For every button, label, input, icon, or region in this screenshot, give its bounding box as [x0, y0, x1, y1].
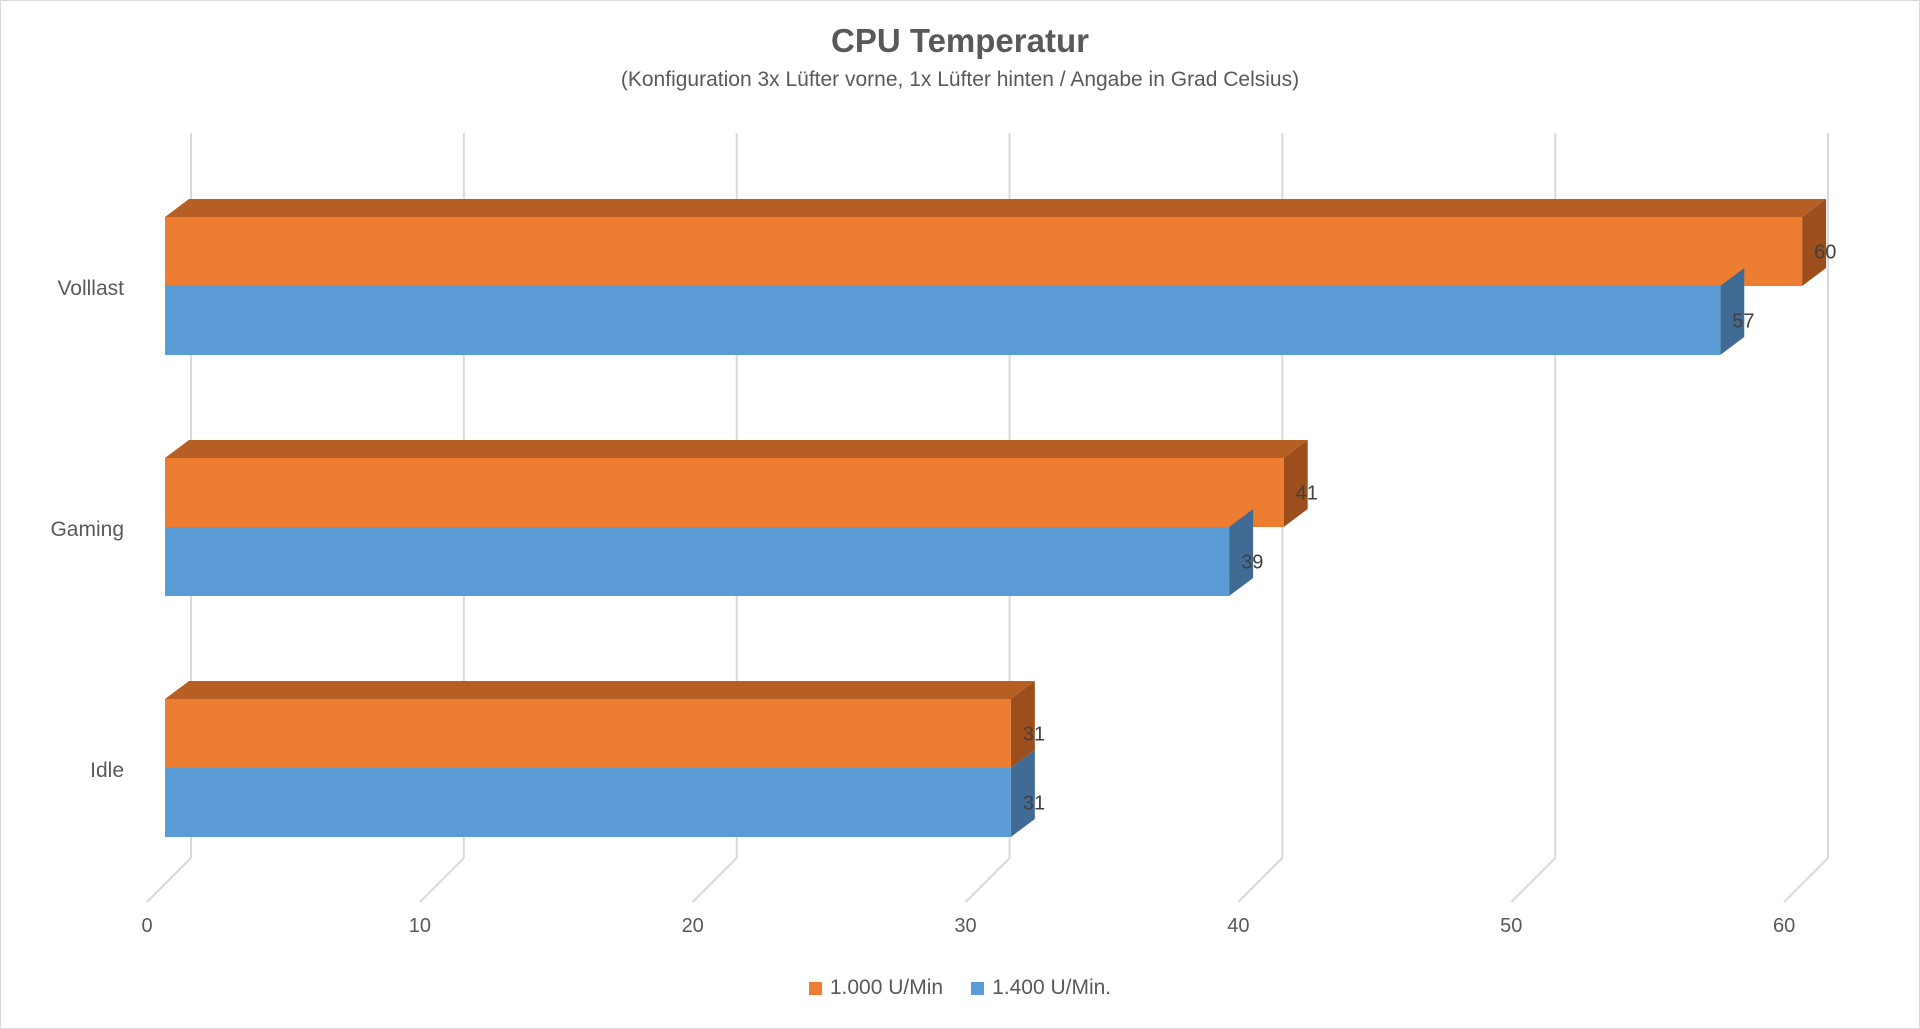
data-label-volllast-series-2: 57	[1732, 311, 1754, 333]
x-tick-label-60: 60	[1773, 915, 1795, 937]
chart-subtitle: (Konfiguration 3x Lüfter vorne, 1x Lüfte…	[620, 68, 1300, 91]
bar-gaming-series-1	[165, 458, 1284, 527]
x-tick-label-10: 10	[409, 915, 431, 937]
x-tick-label-20: 20	[682, 915, 704, 937]
bar-idle-series-2	[165, 768, 1011, 837]
floor-gridline-30	[964, 857, 1011, 903]
category-label-volllast: Volllast	[57, 277, 124, 300]
bar-side-idle-series-1	[1010, 681, 1035, 768]
legend-swatch-series-2	[971, 981, 985, 995]
bar-side-idle-series-2	[1010, 750, 1035, 837]
bar-idle-series-1	[165, 699, 1011, 768]
bar-top-gaming-series-1	[165, 440, 1308, 458]
data-label-volllast-series-1: 60	[1814, 242, 1836, 264]
bar-gaming-series-2	[165, 527, 1230, 596]
legend-label-series-2: 1.400 U/Min.	[992, 976, 1112, 999]
data-label-idle-series-1: 31	[1023, 724, 1045, 746]
legend: 1.000 U/Min 1.400 U/Min.	[0, 976, 1920, 1000]
bars	[165, 199, 1827, 837]
bar-volllast-series-1	[165, 217, 1803, 286]
floor-gridline-60	[1783, 857, 1829, 903]
category-label-idle: Idle	[90, 759, 124, 782]
bar-top-volllast-series-1	[165, 199, 1827, 217]
floor-gridline-0	[146, 857, 192, 903]
floor-gridline-20	[691, 857, 738, 903]
bar-volllast-series-2	[165, 286, 1721, 355]
labels: 0 10 20 30 40 50 60 60 57 Volllast 41 39 Gaming 31 31 I…	[50, 242, 1836, 938]
x-tick-label-40: 40	[1227, 915, 1249, 937]
bar-side-volllast-series-1	[1802, 199, 1827, 286]
bar-side-gaming-series-2	[1229, 509, 1254, 596]
bar-top-idle-series-1	[165, 681, 1035, 699]
data-label-gaming-series-2: 39	[1241, 552, 1263, 574]
floor-gridline-50	[1510, 857, 1556, 903]
bar-side-gaming-series-1	[1283, 440, 1308, 527]
category-label-gaming: Gaming	[50, 518, 124, 541]
chart-title: CPU Temperatur	[831, 22, 1089, 59]
floor-gridline-40	[1237, 857, 1284, 903]
floor-gridline-10	[419, 857, 465, 903]
legend-item-series-1: 1.000 U/Min	[808, 976, 944, 1000]
legend-item-series-2: 1.400 U/Min.	[971, 976, 1111, 1000]
legend-label-series-1: 1.000 U/Min	[829, 976, 944, 999]
data-label-gaming-series-1: 41	[1296, 483, 1318, 505]
bar-side-volllast-series-2	[1720, 268, 1745, 355]
x-tick-label-50: 50	[1500, 915, 1522, 937]
legend-swatch-series-1	[808, 981, 822, 995]
x-tick-label-30: 30	[954, 915, 976, 937]
data-label-idle-series-2: 31	[1023, 793, 1045, 815]
x-tick-label-0: 0	[141, 915, 152, 937]
